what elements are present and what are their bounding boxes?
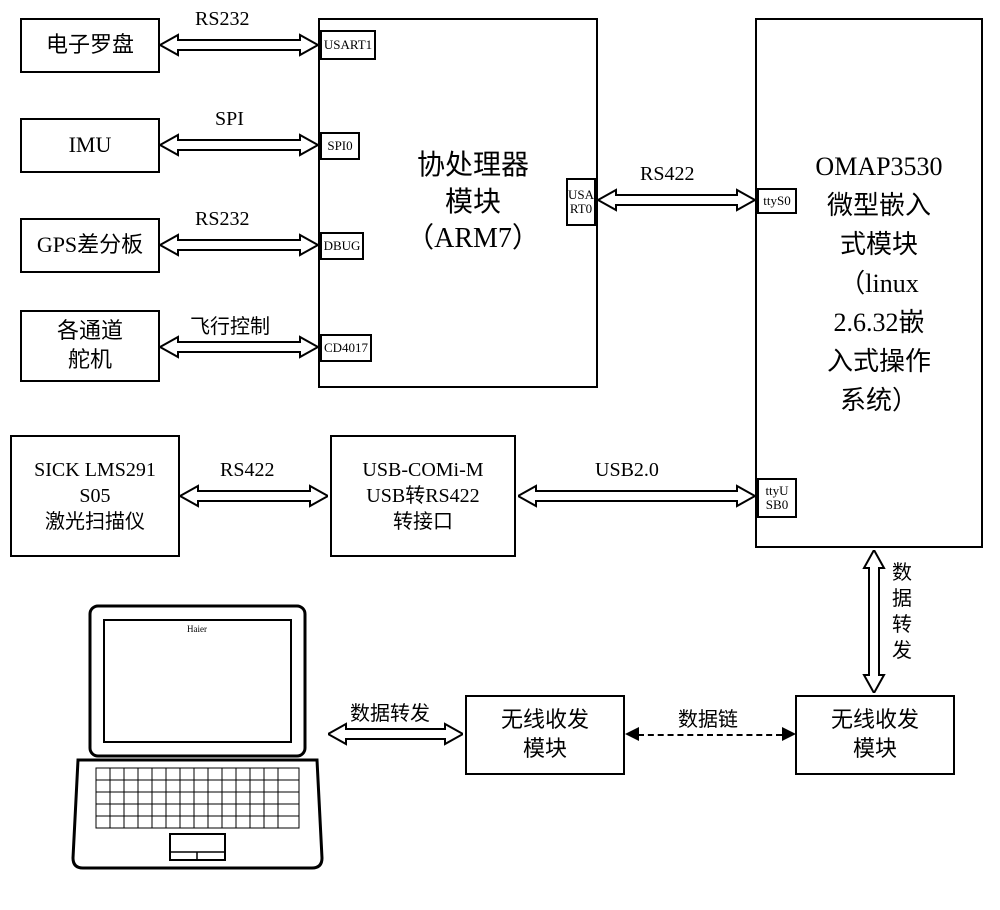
arrow-sick-usbconv bbox=[180, 484, 328, 508]
label-usb20: USB2.0 bbox=[595, 459, 659, 482]
label-rs422-sick: RS422 bbox=[220, 459, 274, 482]
laptop-icon: Haier bbox=[70, 600, 325, 875]
arrowhead-radio-r bbox=[782, 727, 796, 741]
node-omap: OMAP3530 微型嵌入 式模块 （linux 2.6.32嵌 入式操作 系统… bbox=[755, 18, 983, 548]
arrow-compass-copro bbox=[160, 33, 318, 57]
node-radio-left: 无线收发 模块 bbox=[465, 695, 625, 775]
node-compass: 电子罗盘 bbox=[20, 18, 160, 73]
label-rs422-copro: RS422 bbox=[640, 163, 694, 186]
node-sick: SICK LMS291 S05 激光扫描仪 bbox=[10, 435, 180, 557]
port-cd4017: CD4017 bbox=[320, 334, 372, 362]
label-flight-ctrl: 飞行控制 bbox=[190, 310, 270, 339]
edge-radio-radio bbox=[638, 734, 782, 736]
label-data-link: 数据链 bbox=[678, 703, 738, 732]
arrow-usbconv-omap bbox=[518, 484, 755, 508]
node-servo: 各通道 舵机 bbox=[20, 310, 160, 382]
port-dbug: DBUG bbox=[320, 232, 364, 260]
label-spi: SPI bbox=[215, 108, 244, 131]
node-coprocessor: 协处理器 模块 （ARM7） bbox=[318, 18, 598, 388]
port-ttyusb0: ttyU SB0 bbox=[757, 478, 797, 518]
arrowhead-radio-l bbox=[625, 727, 639, 741]
port-usart0: USA RT0 bbox=[566, 178, 596, 226]
arrow-copro-omap bbox=[598, 188, 755, 212]
svg-text:Haier: Haier bbox=[187, 624, 207, 634]
port-ttys0: ttyS0 bbox=[757, 188, 797, 214]
port-usart1: USART1 bbox=[320, 30, 376, 60]
node-gps: GPS差分板 bbox=[20, 218, 160, 273]
label-rs232-1: RS232 bbox=[195, 8, 249, 31]
node-radio-right: 无线收发 模块 bbox=[795, 695, 955, 775]
arrow-gps-copro bbox=[160, 233, 318, 257]
port-spi0: SPI0 bbox=[320, 132, 360, 160]
label-rs232-2: RS232 bbox=[195, 208, 249, 231]
node-imu: IMU bbox=[20, 118, 160, 173]
label-data-fwd-v: 数 据 转 发 bbox=[892, 560, 912, 664]
arrow-omap-radio bbox=[862, 550, 886, 693]
arrow-imu-copro bbox=[160, 133, 318, 157]
node-usb-conv: USB-COMi-M USB转RS422 转接口 bbox=[330, 435, 516, 557]
label-data-fwd-h: 数据转发 bbox=[350, 697, 430, 726]
